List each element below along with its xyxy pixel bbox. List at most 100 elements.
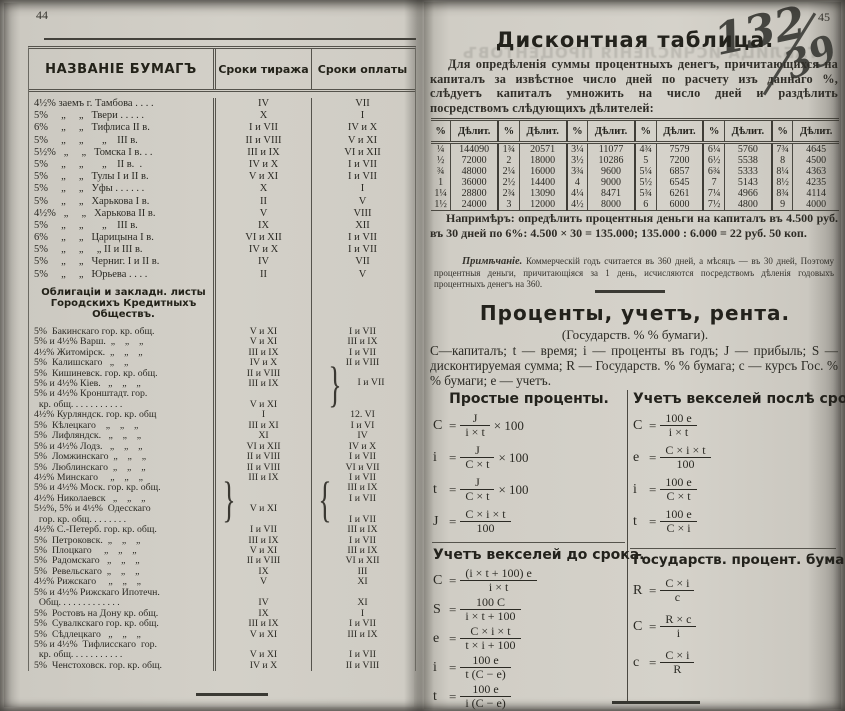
brace-group2-close: } [222, 471, 236, 527]
table-cell: 4½% Курляндск. гор. кр. общ [34, 410, 157, 421]
table-cell: IV и X [213, 358, 311, 369]
formula-part: = [449, 688, 457, 704]
table-cell: 5% Сувалкскаго гор. кр. общ. [34, 619, 159, 630]
table-cell: 4½% С.-Петерб. гор. кр. общ. [34, 525, 157, 536]
note-text: Коммерческій годъ считается въ 360 дней,… [434, 256, 834, 289]
percent-value: 7½ [702, 199, 725, 211]
percent-value: 6¾ [702, 166, 725, 177]
table-cell: I и VII [311, 244, 413, 257]
page-gutter-shadow [404, 0, 434, 711]
formula-part: e [633, 449, 640, 465]
table-cell: VI и XII [213, 232, 311, 245]
percent-value: 4 [565, 177, 588, 188]
formula-block-title: Учетъ векселей до срока. [433, 547, 645, 563]
table-row: 5% Бакинскаго гор. кр. общ. V и XI I и VII [29, 326, 415, 338]
table-cell [213, 639, 311, 651]
discount-row: 1 36000 2½ 14400 4 9000 5½ 6545 7 5143 8½ 4235 [431, 177, 839, 188]
table-cell: V и XI [213, 337, 311, 348]
table-cell: III и IX [213, 535, 311, 546]
discount-table-intro: Для опредѣленія суммы процентныхъ денегъ… [430, 57, 838, 115]
table-cell [213, 514, 311, 526]
divisor-value: 9000 [587, 177, 635, 188]
divisor-col-header: Дѣлит. [792, 119, 839, 144]
divisor-value: 9600 [587, 166, 635, 177]
example-label: Напримѣръ: [446, 211, 515, 225]
note-label: Примѣчаніе. [462, 256, 523, 267]
divisor-value: 4645 [792, 142, 839, 155]
col-header-name: НАЗВАНІЕ БУМАГЪ [45, 61, 197, 77]
formula-part: C [433, 417, 443, 433]
divisor-value: 5333 [723, 166, 772, 177]
right-page-number: 45 [818, 10, 830, 24]
table-cell: III и IX [311, 483, 413, 494]
table-cell: III и IX [311, 546, 413, 557]
percent-value: 7¾ [770, 142, 793, 155]
table-row: 4½% С.-Петерб. гор. кр. общ. I и VII III и… [29, 525, 415, 536]
table-cell: III и IX [311, 337, 413, 348]
table-cell: X [213, 183, 311, 196]
table-cell: гор. кр. общ. . . . . . . . [34, 514, 127, 525]
table-cell: 5% Ломжинскаго „ „ „ [34, 452, 147, 463]
table-cell: I и VII [311, 493, 413, 505]
formula-part: = [449, 513, 457, 529]
divisor-value: 7579 [655, 142, 704, 155]
table-cell: 5% „ „ Тулы I и II в. [34, 171, 149, 183]
table-cell: I и VII [213, 122, 311, 135]
formulas-discount-after-term: Учетъ векселей послѣ срока.C=100 ei × te… [633, 391, 845, 540]
formula-part: R [633, 582, 643, 598]
table-cell: I и VII [213, 525, 311, 536]
table-cell: 5% Калишскаго „ „ [34, 358, 129, 369]
table-cell: V и XI [213, 504, 311, 515]
table-cell: 5% и 4½% Варш. „ „ „ [34, 337, 144, 348]
table-cell: IV [213, 256, 311, 269]
percent-value: 2¾ [497, 188, 520, 199]
table-cell [311, 379, 413, 390]
table-cell: I и VII [311, 535, 413, 546]
table-cell [311, 504, 413, 515]
divisor-value: 8000 [587, 199, 635, 211]
formula-part: c [633, 654, 640, 670]
table-cell: II и VIII [213, 134, 311, 147]
left-page-top-rule [44, 38, 416, 40]
table-row: 5% „ „ Харькова I в. II V [29, 195, 415, 208]
brace-group1: } [328, 356, 342, 412]
formula-part: J [433, 513, 439, 529]
table-cell: II [213, 195, 311, 208]
group1-payment-label: I и VII [357, 377, 385, 388]
table-cell: III и XI [213, 420, 311, 432]
table-row: 5% „ „ Тулы I и II в. V и XI I и VII [29, 171, 415, 184]
formula-part: t [633, 513, 637, 529]
table-cell: 5% Сѣдлецкаго „ „ „ [34, 629, 141, 640]
table-row: 5% и 4½% Варш. „ „ „ V и XI III и IX [29, 337, 415, 348]
table-row: 5½%, 5% и 4½% Одесскаго V и XI [29, 504, 415, 515]
table-cell: 5% „ „ Харькова I в. [34, 195, 150, 207]
table-cell: IV и X [213, 244, 311, 257]
table-cell: XII [311, 219, 413, 233]
securities-table-body: 4½% заемъ г. Тамбова . . . . IV VII 5% „ „ … [29, 92, 415, 672]
securities-table: НАЗВАНІЕ БУМАГЪ Сроки тиража Сроки оплат… [28, 46, 416, 672]
table-cell: 5% и 4½% Моск. гор. кр. общ. [34, 483, 161, 494]
divisor-value: 20571 [518, 142, 567, 155]
table-cell: VII [311, 98, 413, 111]
right-page-end-rule [612, 701, 700, 704]
table-cell: Общ. . . . . . . . . . . . . [34, 598, 120, 609]
formula-part: = [649, 481, 657, 497]
percent-value: 1 [438, 177, 444, 188]
divisor-value: 4000 [792, 199, 839, 211]
table-cell: V [213, 207, 311, 220]
divisor-value: 4235 [792, 177, 839, 188]
example-paragraph: Напримѣръ: опредѣлить процентныя деньги … [430, 211, 838, 241]
table-cell: 5% Бакинскаго гор. кр. общ. [34, 326, 155, 337]
table-row: кр. общ. . . . . . . . . . . V и XI [29, 399, 415, 411]
formula-part: i [433, 659, 437, 675]
percent-value: 2 [497, 155, 520, 166]
formula: J = C × i × t 100 [433, 508, 625, 535]
table-cell: II и VIII [213, 462, 311, 473]
table-cell: 4½% Житомірск. „ „ „ [34, 347, 143, 358]
